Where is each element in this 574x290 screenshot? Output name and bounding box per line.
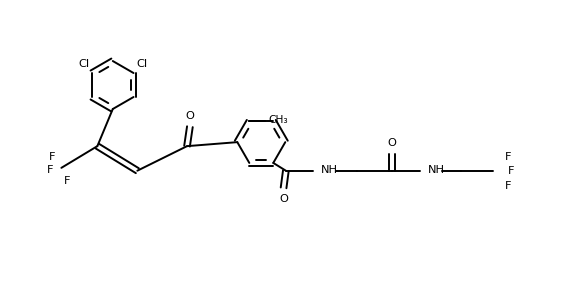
- Text: Cl: Cl: [137, 59, 148, 69]
- Text: CH₃: CH₃: [269, 115, 288, 125]
- Text: Cl: Cl: [78, 59, 89, 69]
- Text: F: F: [507, 166, 514, 176]
- Text: NH: NH: [321, 165, 339, 175]
- Text: O: O: [185, 111, 195, 121]
- Text: F: F: [49, 152, 56, 162]
- Text: O: O: [387, 138, 397, 148]
- Text: O: O: [279, 193, 288, 204]
- Text: NH: NH: [428, 165, 445, 175]
- Text: F: F: [64, 176, 70, 186]
- Text: F: F: [47, 165, 53, 175]
- Text: F: F: [505, 152, 511, 162]
- Text: F: F: [505, 181, 511, 191]
